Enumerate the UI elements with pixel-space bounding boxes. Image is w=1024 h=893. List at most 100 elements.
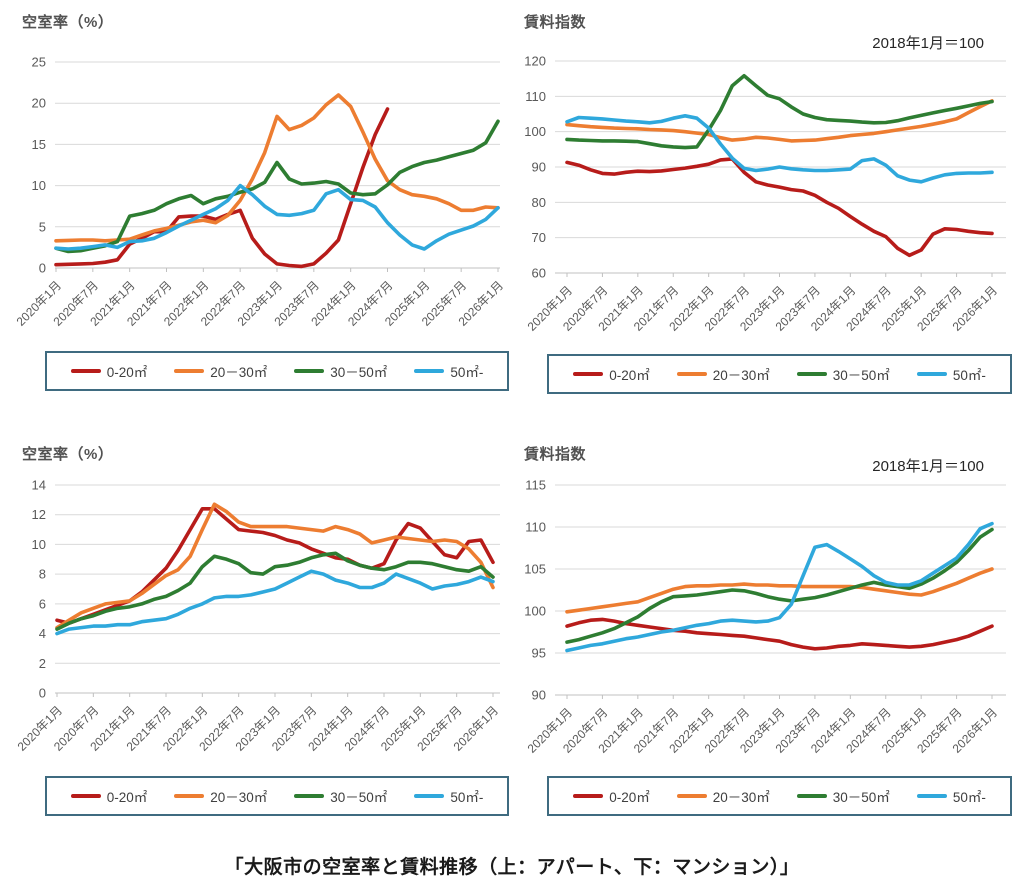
legend-label: 0-20㎡ xyxy=(609,790,650,805)
legend-item: 0-20㎡ xyxy=(573,364,650,384)
legend-swatch-red xyxy=(573,794,604,798)
legend-label: 50㎡- xyxy=(952,790,986,805)
series-line-30－50㎡ xyxy=(565,74,994,150)
series-line-0-20㎡ xyxy=(565,617,994,651)
series-line-50㎡- xyxy=(565,521,994,653)
legend-swatch-green xyxy=(796,794,827,798)
y-axis-tick-label: 4 xyxy=(39,626,46,641)
legend-label: 20－30㎡ xyxy=(210,790,268,805)
chart-title: 空室率（%） xyxy=(22,446,114,463)
series-line-20－30㎡ xyxy=(565,567,994,614)
legend-item: 30－50㎡ xyxy=(796,364,890,384)
chart-title: 賃料指数 xyxy=(524,14,587,31)
legend-label: 50㎡- xyxy=(450,790,484,805)
legend-label: 0-20㎡ xyxy=(106,790,148,805)
legend-swatch-green xyxy=(294,794,325,798)
series-line-20－30㎡ xyxy=(55,502,495,630)
chart-subtitle: 2018年1月＝100 xyxy=(872,458,984,475)
series-line-20－30㎡ xyxy=(54,93,500,243)
legend-box: 0-20㎡ 20－30㎡ 30－50㎡ 50㎡- xyxy=(547,776,1012,816)
legend-swatch-orange xyxy=(174,369,205,373)
chart-rent-index-apartment: 60 70 80 90 100 110 120 2020年1月 2020年7月 2021年1月 20… xyxy=(515,5,1024,423)
y-axis-tick-label: 110 xyxy=(525,520,546,535)
legend: 0-20㎡ 20－30㎡ 30－50㎡ 50㎡- xyxy=(44,351,510,391)
legend-box: 0-20㎡ 20－30㎡ 30－50㎡ 50㎡- xyxy=(44,776,510,816)
legend-swatch-orange xyxy=(676,372,707,376)
legend-swatch-blue xyxy=(414,369,445,373)
y-axis-tick-label: 10 xyxy=(32,178,46,193)
legend-item: 0-20㎡ xyxy=(70,786,148,806)
series-line-50㎡- xyxy=(565,114,994,184)
series-line-0-20㎡ xyxy=(54,107,390,269)
legend-label: 30－50㎡ xyxy=(330,790,388,805)
y-axis-tick-label: 115 xyxy=(525,478,546,493)
y-axis-tick-label: 25 xyxy=(32,55,46,70)
legend-label: 30－50㎡ xyxy=(832,368,890,383)
y-axis-tick-label: 70 xyxy=(532,230,546,245)
chart-vacancy-mansion: 0 2 4 6 8 10 12 14 2020年1月 2020年7月 2021年1月 2021年7月 2… xyxy=(10,435,510,853)
legend-swatch-green xyxy=(294,369,325,373)
y-axis-tick-label: 0 xyxy=(39,686,46,701)
series-line-30－50㎡ xyxy=(55,551,495,631)
legend-box: 0-20㎡ 20－30㎡ 30－50㎡ 50㎡- xyxy=(44,351,510,391)
legend-item: 0-20㎡ xyxy=(70,361,148,381)
y-axis-tick-label: 12 xyxy=(32,507,46,522)
legend-item: 50㎡- xyxy=(916,364,986,384)
y-axis-tick-label: 80 xyxy=(532,195,546,210)
vacancy-mansion-plot: 024681012142020年1月2020年7月2021年1月2021年7月2… xyxy=(15,478,501,754)
y-axis-tick-label: 6 xyxy=(39,596,46,611)
legend-item: 0-20㎡ xyxy=(573,786,650,806)
chart-subtitle: 2018年1月＝100 xyxy=(872,35,984,52)
legend-swatch-red xyxy=(70,369,101,373)
y-axis-tick-label: 0 xyxy=(39,261,46,276)
y-axis-tick-label: 120 xyxy=(524,54,546,69)
y-axis-tick-label: 10 xyxy=(32,537,46,552)
legend-swatch-blue xyxy=(916,372,947,376)
legend: 0-20㎡ 20－30㎡ 30－50㎡ 50㎡- xyxy=(44,776,510,816)
y-axis-tick-label: 90 xyxy=(532,688,546,703)
rent-index-mansion-plot: 90951001051101152020年1月2020年7月2021年1月202… xyxy=(524,478,1006,756)
legend-item: 20－30㎡ xyxy=(174,361,267,381)
legend-item: 20－30㎡ xyxy=(676,364,770,384)
legend-item: 50㎡- xyxy=(414,786,483,806)
y-axis-tick-label: 15 xyxy=(32,137,46,152)
y-axis-tick-label: 95 xyxy=(532,646,546,661)
legend-swatch-blue xyxy=(916,794,947,798)
figure-caption: 「大阪市の空室率と賃料推移（上：アパート、下：マンション）」 xyxy=(224,857,800,878)
legend-swatch-blue xyxy=(414,794,445,798)
y-axis-tick-label: 100 xyxy=(524,604,546,619)
legend-label: 20－30㎡ xyxy=(712,790,770,805)
series-line-50㎡- xyxy=(54,183,500,251)
y-axis-tick-label: 60 xyxy=(532,266,546,281)
chart-title: 空室率（%） xyxy=(22,14,114,31)
y-axis-tick-label: 2 xyxy=(39,656,46,671)
legend-label: 30－50㎡ xyxy=(330,365,388,380)
legend-label: 50㎡- xyxy=(952,368,986,383)
legend-box: 0-20㎡ 20－30㎡ 30－50㎡ 50㎡- xyxy=(547,354,1012,394)
rent-index-apartment-plot: 607080901001101202020年1月2020年7月2021年1月20… xyxy=(524,54,1006,334)
legend-label: 50㎡- xyxy=(450,365,484,380)
y-axis-tick-label: 110 xyxy=(525,89,546,104)
legend-label: 0-20㎡ xyxy=(106,365,148,380)
legend-item: 30－50㎡ xyxy=(294,786,387,806)
y-axis-tick-label: 14 xyxy=(32,478,46,493)
y-axis-tick-label: 105 xyxy=(524,562,546,577)
legend-item: 50㎡- xyxy=(414,361,483,381)
legend-label: 0-20㎡ xyxy=(609,368,650,383)
legend-item: 20－30㎡ xyxy=(174,786,267,806)
y-axis-tick-label: 90 xyxy=(532,160,546,175)
chart-vacancy-apartment: 0 5 10 15 20 25 2020年1月 2020年7月 2021年1月 2021年7月 20… xyxy=(10,5,510,423)
legend-label: 30－50㎡ xyxy=(832,790,890,805)
legend-swatch-green xyxy=(796,372,827,376)
series-line-20－30㎡ xyxy=(565,99,994,143)
legend-label: 20－30㎡ xyxy=(712,368,770,383)
series-line-30－50㎡ xyxy=(54,119,500,254)
legend-item: 50㎡- xyxy=(916,786,986,806)
y-axis-tick-label: 8 xyxy=(39,567,46,582)
series-line-30－50㎡ xyxy=(565,527,994,644)
y-axis-tick-label: 20 xyxy=(32,96,46,111)
series-line-0-20㎡ xyxy=(565,157,994,258)
series-line-50㎡- xyxy=(55,569,495,636)
legend: 0-20㎡ 20－30㎡ 30－50㎡ 50㎡- xyxy=(547,776,1012,816)
